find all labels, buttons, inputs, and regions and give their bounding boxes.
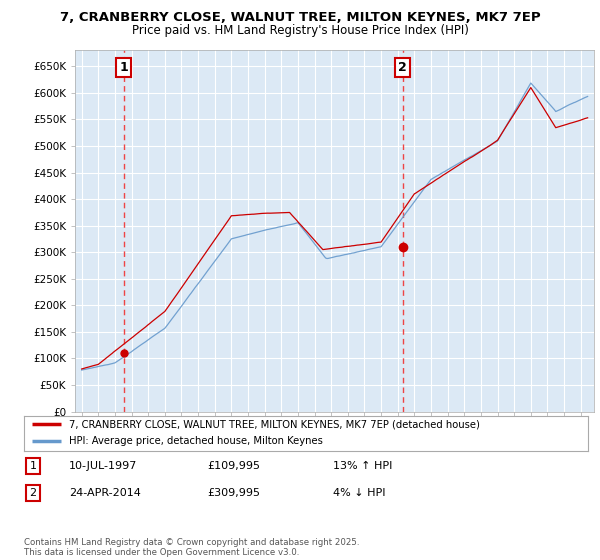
Text: £309,995: £309,995 bbox=[207, 488, 260, 498]
Text: 13% ↑ HPI: 13% ↑ HPI bbox=[333, 461, 392, 471]
Text: Price paid vs. HM Land Registry's House Price Index (HPI): Price paid vs. HM Land Registry's House … bbox=[131, 24, 469, 36]
Text: 2: 2 bbox=[29, 488, 37, 498]
Text: 10-JUL-1997: 10-JUL-1997 bbox=[69, 461, 137, 471]
Text: Contains HM Land Registry data © Crown copyright and database right 2025.
This d: Contains HM Land Registry data © Crown c… bbox=[24, 538, 359, 557]
Text: 1: 1 bbox=[119, 61, 128, 74]
Text: 7, CRANBERRY CLOSE, WALNUT TREE, MILTON KEYNES, MK7 7EP (detached house): 7, CRANBERRY CLOSE, WALNUT TREE, MILTON … bbox=[69, 419, 480, 429]
Text: £109,995: £109,995 bbox=[207, 461, 260, 471]
Text: 7, CRANBERRY CLOSE, WALNUT TREE, MILTON KEYNES, MK7 7EP: 7, CRANBERRY CLOSE, WALNUT TREE, MILTON … bbox=[59, 11, 541, 24]
Text: HPI: Average price, detached house, Milton Keynes: HPI: Average price, detached house, Milt… bbox=[69, 436, 323, 446]
Text: 1: 1 bbox=[29, 461, 37, 471]
Text: 4% ↓ HPI: 4% ↓ HPI bbox=[333, 488, 386, 498]
Text: 24-APR-2014: 24-APR-2014 bbox=[69, 488, 141, 498]
Text: 2: 2 bbox=[398, 61, 407, 74]
